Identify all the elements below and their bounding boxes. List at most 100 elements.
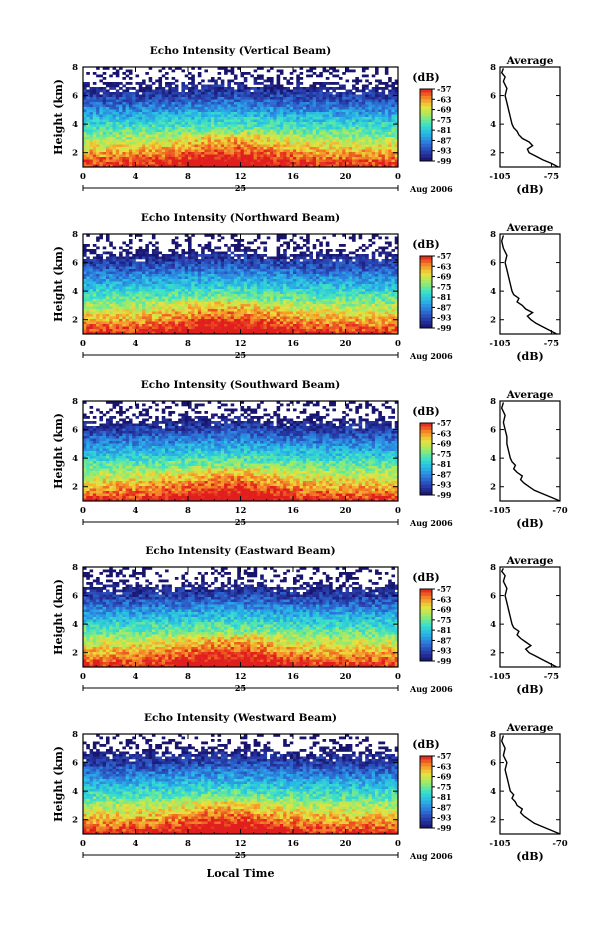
y-tick-label: 2 bbox=[72, 316, 78, 326]
colorbar-band bbox=[420, 440, 432, 444]
profile-y-tick-label: 2 bbox=[490, 316, 496, 326]
colorbar-band bbox=[420, 280, 432, 284]
x-tick-label: 16 bbox=[287, 506, 299, 516]
profile-y-tick-label: 6 bbox=[490, 92, 496, 102]
colorbar-tick-label: -69 bbox=[437, 105, 452, 115]
profile-y-tick-label: 4 bbox=[490, 620, 496, 630]
y-tick-label: 8 bbox=[72, 563, 78, 573]
heatmap-field bbox=[83, 567, 399, 668]
x-tick-label: 16 bbox=[287, 339, 299, 349]
x-tick-label: 0 bbox=[395, 172, 401, 182]
y-tick-label: 6 bbox=[72, 92, 78, 102]
colorbar-band bbox=[420, 613, 432, 617]
colorbar-band bbox=[420, 423, 432, 427]
colorbar-band bbox=[420, 89, 432, 93]
colorbar-tick-label: -99 bbox=[437, 156, 452, 166]
colorbar-band bbox=[420, 637, 432, 641]
profile-x-label: (dB) bbox=[516, 683, 543, 696]
colorbar-band bbox=[420, 106, 432, 110]
x-tick-label: 20 bbox=[340, 172, 352, 182]
profile-y-tick-label: 4 bbox=[490, 120, 496, 130]
colorbar-tick-label: -75 bbox=[437, 115, 451, 125]
month-label: Aug 2006 bbox=[409, 851, 453, 861]
profile-y-tick-label: 2 bbox=[490, 149, 496, 159]
colorbar-band bbox=[420, 150, 432, 155]
colorbar-band bbox=[420, 616, 432, 621]
profile-line bbox=[500, 568, 557, 668]
colorbar-band bbox=[420, 266, 432, 271]
panel-title: Echo Intensity (Westward Beam) bbox=[144, 712, 337, 724]
colorbar-band bbox=[420, 640, 432, 645]
y-tick-label: 4 bbox=[72, 787, 78, 797]
panel-4: Echo Intensity (Westward Beam) 2 4 6 8 Height… bbox=[52, 712, 568, 863]
colorbar-band bbox=[420, 769, 432, 774]
x-tick-label: 12 bbox=[235, 839, 247, 849]
colorbar-band bbox=[420, 290, 432, 295]
colorbar-tick-label: -63 bbox=[437, 261, 452, 271]
profile-x-tick-label: -70 bbox=[552, 839, 567, 849]
profile-x-label: (dB) bbox=[516, 183, 543, 196]
colorbar-frame bbox=[419, 755, 433, 829]
profile-title: Average bbox=[506, 389, 554, 401]
colorbar-band bbox=[420, 130, 432, 134]
x-tick-label: 4 bbox=[133, 672, 139, 682]
colorbar-band bbox=[420, 776, 432, 781]
colorbar-tick-label: -57 bbox=[437, 751, 451, 761]
colorbar-band bbox=[420, 286, 432, 291]
colorbar-band bbox=[420, 324, 432, 329]
profile-y-tick-label: 2 bbox=[490, 816, 496, 826]
colorbar-band bbox=[420, 126, 432, 131]
colorbar-band bbox=[420, 474, 432, 479]
profile-line bbox=[500, 68, 559, 168]
month-label: Aug 2006 bbox=[409, 351, 453, 361]
colorbar-band bbox=[420, 790, 432, 795]
profile-frame bbox=[499, 566, 561, 668]
colorbar-band bbox=[420, 623, 432, 628]
profile-title: Average bbox=[506, 555, 554, 567]
colorbar-tick-label: -93 bbox=[437, 480, 452, 490]
x-tick-label: 4 bbox=[133, 339, 139, 349]
colorbar-band bbox=[420, 297, 432, 301]
colorbar-tick-label: -57 bbox=[437, 84, 451, 94]
colorbar-tick-label: -69 bbox=[437, 439, 452, 449]
x-tick-label: 16 bbox=[287, 672, 299, 682]
colorbar-band bbox=[420, 116, 432, 121]
colorbar-band bbox=[420, 143, 432, 148]
colorbar-band bbox=[420, 793, 432, 798]
colorbar-band bbox=[420, 488, 432, 492]
x-tick-label: 8 bbox=[185, 172, 191, 182]
profile-y-tick-label: 4 bbox=[490, 287, 496, 297]
colorbar-tick-label: -57 bbox=[437, 251, 451, 261]
x-tick-label: 8 bbox=[185, 839, 191, 849]
panel-title: Echo Intensity (Northward Beam) bbox=[141, 212, 340, 224]
y-tick-label: 4 bbox=[72, 620, 78, 630]
colorbar-frame bbox=[419, 88, 433, 162]
time-axis-label: Local Time bbox=[207, 867, 275, 880]
profile-x-tick-label: -75 bbox=[544, 339, 559, 349]
colorbar-tick-label: -69 bbox=[437, 605, 452, 615]
colorbar-tick-label: -93 bbox=[437, 646, 452, 656]
x-tick-label: 0 bbox=[80, 839, 86, 849]
x-tick-label: 12 bbox=[235, 339, 247, 349]
profile-line bbox=[500, 735, 561, 835]
colorbar-band bbox=[420, 154, 432, 158]
colorbar-band bbox=[420, 429, 432, 434]
colorbar-band bbox=[420, 824, 432, 829]
profile-y-tick-label: 2 bbox=[490, 483, 496, 493]
colorbar-band bbox=[420, 453, 432, 458]
colorbar-tick-label: -87 bbox=[437, 469, 451, 479]
profile-title: Average bbox=[506, 55, 554, 67]
colorbar-tick-label: -99 bbox=[437, 823, 452, 833]
colorbar-band bbox=[420, 606, 432, 610]
colorbar-band bbox=[420, 643, 432, 648]
colorbar-band bbox=[420, 433, 432, 438]
x-tick-label: 20 bbox=[340, 339, 352, 349]
x-tick-label: 0 bbox=[80, 506, 86, 516]
month-label: Aug 2006 bbox=[409, 184, 453, 194]
colorbar-band bbox=[420, 491, 432, 496]
colorbar-band bbox=[420, 589, 432, 593]
y-axis-label: Height (km) bbox=[52, 746, 65, 822]
colorbar-tick-label: -81 bbox=[437, 625, 451, 635]
colorbar-band bbox=[420, 619, 432, 624]
colorbar-tick-label: -99 bbox=[437, 656, 452, 666]
